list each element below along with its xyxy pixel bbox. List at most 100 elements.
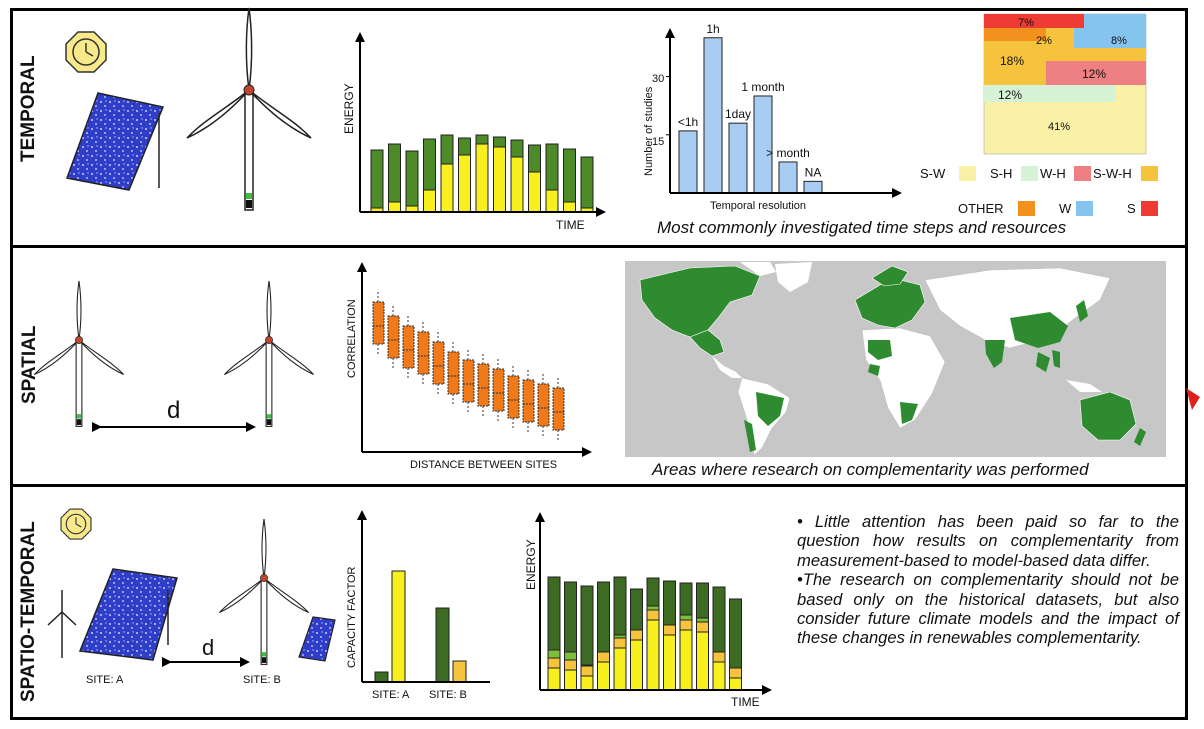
spatio-temporal-energy-chart: ENERGY TIME (524, 512, 772, 709)
legend-swatch-other (1018, 201, 1035, 216)
box-7 (477, 363, 490, 407)
resolution-bar-3 (753, 95, 773, 194)
legend-label-w-h: W-H (1040, 166, 1066, 181)
resolution-category-label-1: 1h (706, 22, 719, 36)
legend-swatch-s-w (959, 166, 976, 181)
solar-panel-site-a-icon (78, 568, 178, 661)
legend-label-s: S (1127, 201, 1136, 216)
resolution-y-axis-label: Number of studies (643, 86, 655, 176)
box-6 (462, 359, 475, 403)
energy-bar-yellow-5 (458, 154, 471, 213)
st-energy-bar-yellow-3 (597, 661, 610, 691)
box-4 (432, 341, 445, 385)
temporal-energy-chart: ENERGY TIME (342, 32, 606, 232)
energy-bar-yellow-9 (528, 171, 541, 213)
legend-label-other: OTHER (958, 201, 1004, 216)
slice-label-18: 18% (1000, 54, 1024, 68)
box-1 (387, 315, 400, 359)
energy-bar-yellow-8 (510, 156, 524, 213)
resolution-x-axis-label: Temporal resolution (710, 200, 806, 212)
resolution-category-label-4: > month (766, 146, 810, 160)
map-caption: Areas where research on complementarity … (652, 460, 1089, 479)
st-energy-bar-yellow-9 (696, 631, 709, 691)
cf-site-b-label: SITE: B (429, 689, 467, 701)
st-energy-bar-yellow-5 (630, 639, 643, 691)
st-energy-bar-yellow-6 (646, 619, 660, 691)
box-2 (402, 325, 415, 369)
box-8 (492, 368, 505, 412)
resolution-category-label-3: 1 month (741, 80, 784, 94)
legend-swatch-w (1076, 201, 1093, 216)
energy-bar-yellow-6 (475, 143, 489, 213)
site-distance-label: d (202, 635, 214, 660)
row-divider-1 (10, 245, 1188, 248)
bullet-1: • Little attention has been paid so far … (797, 512, 1179, 570)
st-energy-bar-yellow-4 (613, 647, 627, 691)
resolution-bar-0 (678, 130, 698, 194)
cf-bar-b-green (435, 607, 450, 683)
site-b-label: SITE: B (243, 674, 281, 686)
wind-turbine-left-icon (33, 280, 125, 427)
legend-label-s-w: S-W (920, 166, 946, 181)
slice-label-12-wh: 12% (1082, 67, 1106, 81)
treemap-legend: S-W S-H W-H S-W-H OTHER W S (920, 166, 1158, 216)
wind-turbine-site-b-icon (218, 518, 310, 665)
slice-label-8: 8% (1111, 35, 1127, 47)
energy-bar-green-12 (580, 156, 594, 213)
st-energy-bar-yellow-1 (564, 669, 577, 691)
legend-label-s-h: S-H (990, 166, 1012, 181)
resolution-category-label-0: <1h (678, 115, 698, 129)
small-turbine-icon (47, 590, 77, 658)
energy-bar-yellow-7 (493, 146, 506, 213)
energy-bar-yellow-3 (423, 189, 436, 213)
wind-turbine-right-icon (223, 280, 315, 427)
legend-swatch-s-h (1021, 166, 1038, 181)
legend-label-w: W (1059, 201, 1072, 216)
legend-swatch-s (1141, 201, 1158, 216)
resolution-bar-5 (803, 180, 823, 194)
energy-bar-yellow-10 (545, 189, 559, 213)
wind-turbine-icon (186, 7, 312, 211)
resolution-category-label-2: 1day (725, 107, 751, 121)
box-12 (552, 387, 565, 431)
distance-axis-label: DISTANCE BETWEEN SITES (410, 459, 557, 471)
slice-label-12-sh: 12% (998, 88, 1022, 102)
world-map (625, 261, 1166, 457)
correlation-boxplot: CORRELATION DISTANCE BETWEEN SITES (346, 262, 592, 471)
bullet-text: • Little attention has been paid so far … (797, 512, 1179, 648)
row-divider-2 (10, 484, 1188, 487)
resolution-category-label-5: NA (805, 165, 822, 179)
st-energy-bar-yellow-11 (729, 677, 742, 691)
clock-icon (65, 31, 107, 73)
resolution-bar-1 (703, 37, 723, 194)
temporal-caption: Most commonly investigated time steps an… (657, 218, 1067, 237)
st-energy-bar-yellow-7 (663, 634, 676, 691)
energy-axis-label: ENERGY (342, 83, 356, 134)
box-11 (537, 383, 550, 427)
box-9 (507, 375, 520, 419)
box-5 (447, 351, 460, 395)
y-tick-30: 30 (652, 73, 664, 85)
slice-label-2: 2% (1036, 35, 1052, 47)
distance-label: d (167, 397, 180, 424)
slice-label-41: 41% (1048, 121, 1070, 133)
temporal-resolution-chart: <1h 1h 1day 1 month > month NA Temporal resol… (643, 22, 902, 212)
resolution-bar-2 (728, 122, 748, 194)
edge-arrow-icon (1186, 388, 1200, 410)
energy-bar-green-2 (405, 150, 419, 213)
st-energy-axis-label: ENERGY (524, 539, 538, 590)
box-0 (372, 301, 385, 345)
cf-bar-a-green (374, 671, 389, 683)
capacity-factor-chart: CAPACITY FACTOR SITE: A SITE: B (346, 510, 490, 701)
resource-treemap: 7% 2% 8% 18% 12% 12% 41% (983, 13, 1147, 155)
cf-axis-label: CAPACITY FACTOR (346, 566, 358, 668)
clock-icon-2 (60, 508, 92, 540)
correlation-axis-label: CORRELATION (346, 299, 358, 378)
st-energy-bar-yellow-0 (547, 667, 561, 691)
resolution-bar-4 (778, 161, 798, 194)
solar-panel-site-b-icon (298, 616, 336, 662)
cf-site-a-label: SITE: A (372, 689, 410, 701)
legend-swatch-w-h (1074, 166, 1091, 181)
box-3 (417, 331, 430, 375)
